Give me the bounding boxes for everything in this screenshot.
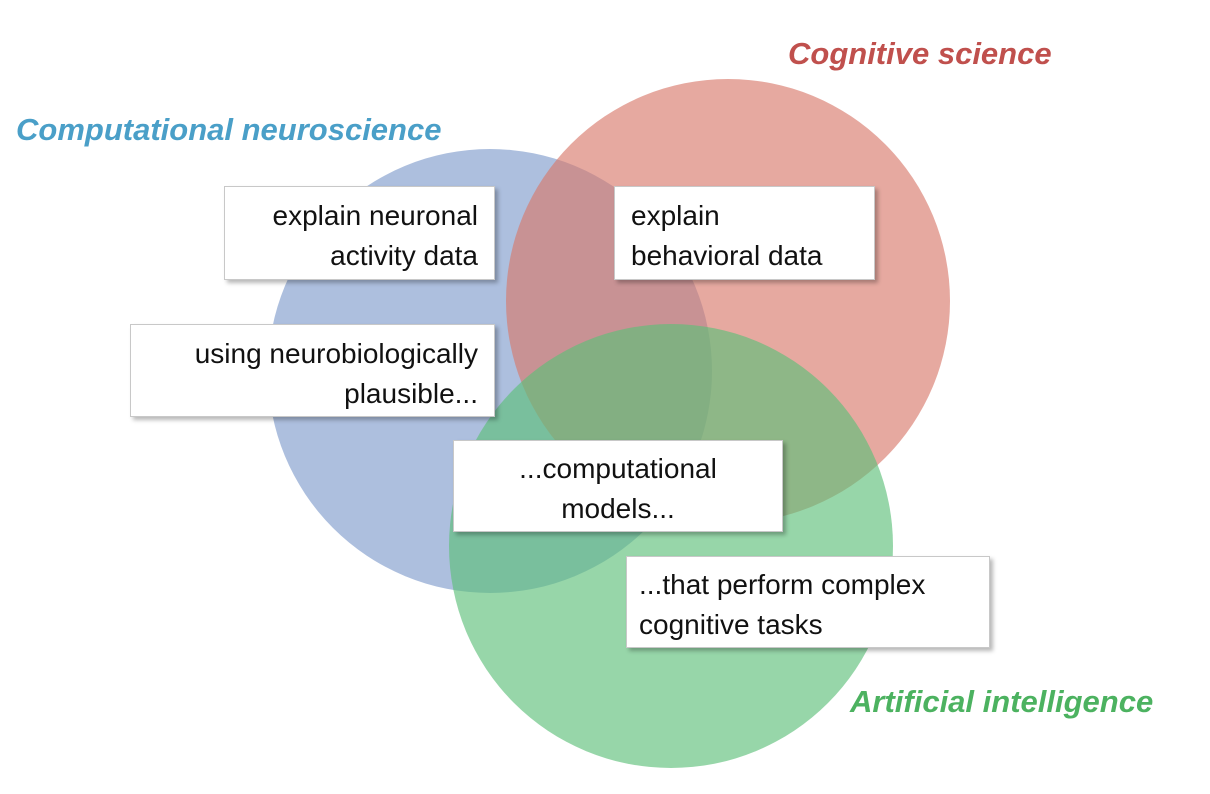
box-line: plausible... bbox=[344, 378, 478, 409]
label-cognitive-science: Cognitive science bbox=[788, 36, 1052, 71]
box-neurobiologically-plausible: using neurobiologically plausible... bbox=[130, 324, 495, 417]
label-artificial-intelligence: Artificial intelligence bbox=[850, 684, 1154, 719]
box-explain-behavioral-data: explain behavioral data bbox=[614, 186, 875, 280]
box-line: activity data bbox=[330, 240, 478, 271]
circle-artificial-intelligence bbox=[449, 324, 893, 768]
box-explain-neuronal-activity: explain neuronal activity data bbox=[224, 186, 495, 280]
box-line: models... bbox=[561, 493, 675, 524]
box-line: using neurobiologically bbox=[194, 338, 478, 369]
box-complex-cognitive-tasks: ...that perform complex cognitive tasks bbox=[626, 556, 990, 648]
box-line: explain bbox=[631, 200, 720, 231]
box-computational-models: ...computational models... bbox=[453, 440, 783, 532]
box-line: behavioral data bbox=[631, 240, 823, 271]
box-line: cognitive tasks bbox=[639, 609, 823, 640]
label-computational-neuroscience: Computational neuroscience bbox=[16, 112, 442, 147]
box-line: ...that perform complex bbox=[639, 569, 926, 600]
box-line: ...computational bbox=[519, 453, 717, 484]
box-line: explain neuronal bbox=[272, 200, 479, 231]
